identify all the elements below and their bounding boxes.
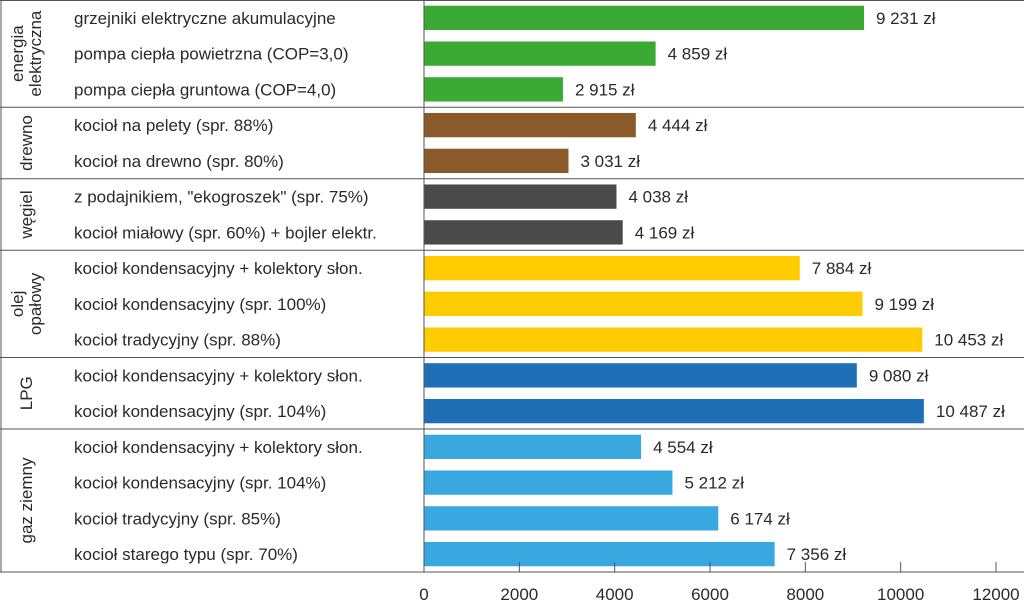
group-label-line: elektryczna <box>26 10 45 97</box>
row-label: pompa ciepła powietrzna (COP=3,0) <box>74 45 349 64</box>
bar <box>424 541 775 567</box>
group-label: węgiel <box>17 190 36 239</box>
value-labels: 9 231 zł 4 859 zł 2 915 zł 4 444 zł 3 031 zł… <box>575 9 1005 564</box>
x-tick-label: 2000 <box>500 585 538 604</box>
bar <box>424 148 569 174</box>
bar-value-label: 4 859 zł <box>668 45 728 64</box>
group-label: LPG <box>17 376 36 410</box>
group-label: gaz ziemny <box>17 457 36 543</box>
bar-value-label: 10 453 zł <box>934 331 1003 350</box>
row-label: kocioł na drewno (spr. 80%) <box>74 152 284 171</box>
group-label-line: opałowy <box>26 272 45 335</box>
group-label-line: drewno <box>17 115 36 171</box>
bar-value-label: 9 199 zł <box>874 295 934 314</box>
row-label: kocioł kondensacyjny + kolektory słon. <box>74 438 363 457</box>
row-label: kocioł kondensacyjny (spr. 100%) <box>74 295 326 314</box>
x-tick-label: 8000 <box>786 585 824 604</box>
bar <box>424 363 857 388</box>
bar-value-label: 7 356 zł <box>787 545 847 564</box>
row-label: kocioł na pelety (spr. 88%) <box>74 116 273 135</box>
bar-value-label: 6 174 zł <box>730 509 790 528</box>
x-tick-label: 4000 <box>596 585 634 604</box>
group-separators <box>0 0 1024 573</box>
row-label: kocioł kondensacyjny (spr. 104%) <box>74 474 326 493</box>
bar <box>424 220 623 245</box>
group-label-line: energia <box>8 25 27 82</box>
bar-value-label: 4 038 zł <box>628 188 688 207</box>
x-axis: 0 2000 4000 6000 8000 10000 12000 <box>419 0 1020 604</box>
bar <box>424 184 617 209</box>
bar-value-label: 4 169 zł <box>635 223 695 242</box>
row-labels: grzejniki elektryczne akumulacyjne pompa … <box>74 9 377 564</box>
bar-value-label: 2 915 zł <box>575 80 635 99</box>
row-label: kocioł kondensacyjny + kolektory słon. <box>74 259 363 278</box>
row-label: kocioł kondensacyjny + kolektory słon. <box>74 366 363 385</box>
bar <box>424 434 642 460</box>
x-tick-label: 12000 <box>972 585 1019 604</box>
row-label: grzejniki elektryczne akumulacyjne <box>74 9 336 28</box>
bar <box>424 41 656 66</box>
bar-value-label: 4 444 zł <box>648 116 708 135</box>
row-label: kocioł miałowy (spr. 60%) + bojler elekt… <box>74 223 377 242</box>
bar-value-label: 10 487 zł <box>936 402 1005 421</box>
group-label-line: węgiel <box>17 190 36 239</box>
group-label-line: gaz ziemny <box>17 457 36 543</box>
x-tick-label: 10000 <box>877 585 924 604</box>
row-label: kocioł tradycyjny (spr. 88%) <box>74 331 281 350</box>
group-label-line: olej <box>8 291 27 317</box>
x-tick-label: 6000 <box>691 585 729 604</box>
bar-value-label: 7 884 zł <box>812 259 872 278</box>
row-label: kocioł starego typu (spr. 70%) <box>74 545 298 564</box>
bar-value-label: 5 212 zł <box>684 474 744 493</box>
bar <box>424 291 863 317</box>
bar <box>424 77 563 102</box>
bar-value-label: 9 231 zł <box>876 9 936 28</box>
bar-value-label: 4 554 zł <box>653 438 713 457</box>
row-label: kocioł kondensacyjny (spr. 104%) <box>74 402 326 421</box>
x-tick-label: 0 <box>419 585 428 604</box>
group-label: olejopałowy <box>8 272 45 335</box>
bar <box>424 506 719 531</box>
bar <box>424 112 636 138</box>
bars <box>424 5 924 567</box>
row-label: z podajnikiem, "ekogroszek" (spr. 75%) <box>74 188 369 207</box>
bar <box>424 5 865 31</box>
group-label: energiaelektryczna <box>8 10 45 97</box>
bar-value-label: 3 031 zł <box>580 152 640 171</box>
row-label: pompa ciepła gruntowa (COP=4,0) <box>74 80 336 99</box>
row-label: kocioł tradycyjny (spr. 85%) <box>74 509 281 528</box>
bar <box>424 255 800 281</box>
bar <box>424 327 923 352</box>
group-label-line: LPG <box>17 376 36 410</box>
bar-value-label: 9 080 zł <box>869 366 929 385</box>
bar <box>424 398 924 424</box>
group-label: drewno <box>17 115 36 171</box>
group-labels: energiaelektryczna drewno węgiel olejopałow… <box>8 10 45 543</box>
bar <box>424 470 673 495</box>
